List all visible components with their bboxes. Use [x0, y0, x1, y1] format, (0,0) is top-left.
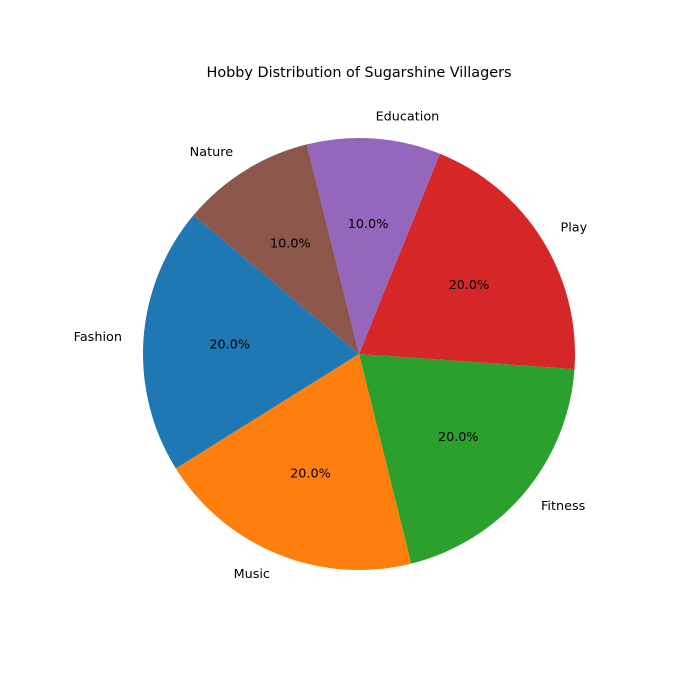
pie-slice-education — [306, 138, 440, 354]
slice-percent-music: 20.0% — [290, 467, 331, 482]
slice-percent-nature: 10.0% — [270, 237, 311, 252]
pie-slice-play — [359, 153, 575, 370]
slice-label-nature: Nature — [190, 145, 234, 160]
pie-slice-music — [175, 354, 412, 570]
slice-percent-fashion: 20.0% — [209, 337, 250, 352]
slice-label-fashion: Fashion — [74, 330, 122, 345]
pie-slice-fitness — [359, 354, 575, 564]
slice-percent-play: 20.0% — [449, 278, 490, 293]
slice-label-fitness: Fitness — [541, 499, 586, 514]
slice-percent-education: 10.0% — [348, 217, 389, 232]
pie-slices — [142, 138, 575, 570]
slice-label-music: Music — [234, 567, 270, 582]
pie-slice-fashion — [142, 215, 359, 469]
pie-labels: Fashion 20.0% Music 20.0% Fitness 20.0% Play 20… — [74, 109, 588, 581]
slice-label-play: Play — [561, 221, 588, 236]
pie-slice-nature — [193, 144, 359, 354]
slice-percent-fitness: 20.0% — [438, 430, 479, 445]
chart-title: Hobby Distribution of Sugarshine Village… — [207, 65, 512, 81]
slice-label-education: Education — [376, 109, 440, 124]
